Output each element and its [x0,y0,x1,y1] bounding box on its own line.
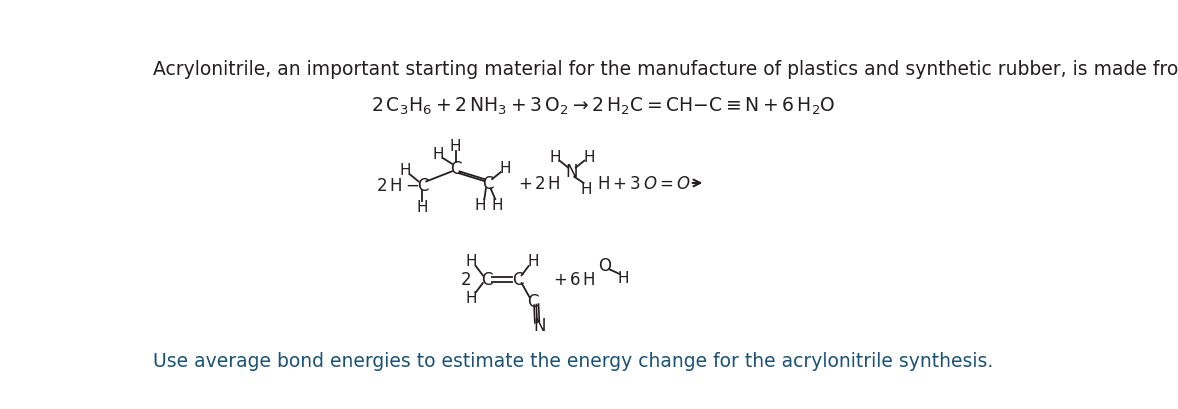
Text: H: H [399,163,411,178]
Text: $\mathrm{H}+3\,O{=}O$: $\mathrm{H}+3\,O{=}O$ [597,175,690,193]
Text: 2: 2 [461,270,471,288]
Text: C: C [417,177,428,195]
Text: H: H [465,290,477,306]
Text: N: N [565,163,578,181]
Text: H: H [450,139,462,154]
Text: N: N [534,317,545,335]
Text: H: H [432,147,444,162]
Text: C: C [481,270,492,288]
Text: $+\,2\,\mathrm{H}$: $+\,2\,\mathrm{H}$ [517,175,561,193]
Text: H: H [475,198,487,213]
Text: C: C [512,270,523,288]
Text: O: O [598,257,611,275]
Text: C: C [528,292,540,310]
Text: H: H [417,200,428,215]
Text: H: H [617,270,629,285]
Text: H: H [465,254,477,269]
Text: H: H [528,254,540,269]
Text: H: H [549,149,561,164]
Text: H: H [583,149,595,164]
Text: C: C [450,159,462,177]
Text: Acrylonitrile, an important starting material for the manufacture of plastics an: Acrylonitrile, an important starting mat… [153,60,1178,79]
Text: $2\,\mathrm{C_3H_6} + 2\,\mathrm{NH_3} + 3\,\mathrm{O_2} \rightarrow 2\,\mathrm{: $2\,\mathrm{C_3H_6} + 2\,\mathrm{NH_3} +… [371,95,836,117]
Text: Use average bond energies to estimate the energy change for the acrylonitrile sy: Use average bond energies to estimate th… [153,351,994,370]
Text: $2\,\mathrm{H}-$: $2\,\mathrm{H}-$ [376,177,419,195]
Text: H: H [491,198,503,213]
Text: H: H [580,182,591,196]
Text: C: C [483,175,494,193]
Text: H: H [499,161,511,175]
Text: $+\,6\,\mathrm{H}$: $+\,6\,\mathrm{H}$ [554,270,596,288]
